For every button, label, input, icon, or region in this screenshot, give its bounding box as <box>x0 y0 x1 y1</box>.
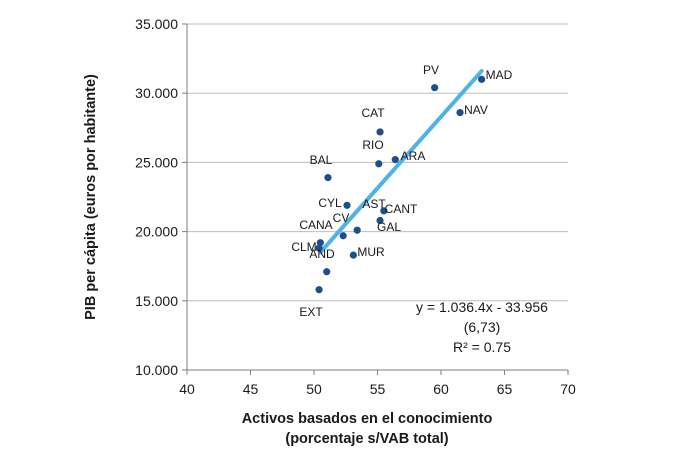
y-axis-title: PIB per cápita (euros por habitante) <box>83 74 99 320</box>
x-axis-title-line1: Activos basados en el conocimiento <box>242 411 493 427</box>
data-point-cyl <box>343 201 351 209</box>
axes <box>182 23 569 375</box>
equation-text: y = 1.036.4x - 33.956 <box>416 299 548 315</box>
data-point-mur <box>349 251 357 259</box>
y-tick-label: 10.000 <box>135 362 178 378</box>
x-tick-label: 50 <box>306 381 322 397</box>
data-point-ast <box>380 207 388 215</box>
data-point-ara <box>391 156 399 164</box>
x-tick-labels: 40 45 50 55 60 65 70 <box>179 381 576 397</box>
point-label-ast: AST <box>362 197 386 211</box>
x-tick-label: 45 <box>243 381 259 397</box>
point-label-cana: CANA <box>299 218 332 232</box>
point-label-mur: MUR <box>357 245 385 259</box>
data-point-rio <box>375 160 383 168</box>
data-point-gal <box>316 239 324 247</box>
data-point-ext <box>315 286 323 294</box>
point-label-cat: CAT <box>361 106 385 120</box>
y-tick-label: 15.000 <box>135 293 178 309</box>
x-tick-label: 55 <box>370 381 386 397</box>
point-label-nav: NAV <box>464 103 488 117</box>
x-axis-title-line2: (porcentaje s/VAB total) <box>285 431 448 447</box>
point-label-cant: CANT <box>385 202 418 216</box>
x-tick-label: 70 <box>560 381 576 397</box>
point-label-ext: EXT <box>299 305 323 319</box>
point-label-mad: MAD <box>486 68 513 82</box>
r-squared-text: R² = 0.75 <box>453 339 511 355</box>
point-label-cv: CV <box>333 211 350 225</box>
data-point-cana <box>339 232 347 240</box>
point-label-pv: PV <box>423 63 439 77</box>
y-tick-label: 20.000 <box>135 224 178 240</box>
point-label-gal: GAL <box>377 220 401 234</box>
data-point-nav <box>456 108 464 117</box>
data-point-cv <box>353 226 361 234</box>
data-point-mad <box>478 75 486 83</box>
point-label-ara: ARA <box>401 149 426 163</box>
y-tick-label: 35.000 <box>135 16 178 32</box>
data-points <box>315 75 486 294</box>
point-label-cyl: CYL <box>318 196 342 210</box>
point-label-bal: BAL <box>310 153 333 167</box>
trendline <box>318 69 484 255</box>
data-point-clm <box>315 244 323 252</box>
y-tick-labels: 10.000 15.000 20.000 25.000 30.000 35.000 <box>135 16 178 378</box>
point-label-rio: RIO <box>362 138 383 152</box>
data-point-cant <box>376 216 384 225</box>
equation-standard-error: (6,73) <box>464 319 501 335</box>
y-tick-label: 25.000 <box>135 154 178 170</box>
point-label-and: AND <box>309 247 335 261</box>
data-point-cat <box>376 128 384 136</box>
point-label-clm: CLM <box>291 240 316 254</box>
y-tick-label: 30.000 <box>135 85 178 101</box>
x-tick-label: 60 <box>433 381 449 397</box>
data-point-and <box>323 268 331 276</box>
data-point-pv <box>431 84 439 92</box>
x-tick-label: 65 <box>497 381 513 397</box>
trendline-group <box>318 69 484 255</box>
x-tick-label: 40 <box>179 381 195 397</box>
data-point-bal <box>324 174 332 182</box>
